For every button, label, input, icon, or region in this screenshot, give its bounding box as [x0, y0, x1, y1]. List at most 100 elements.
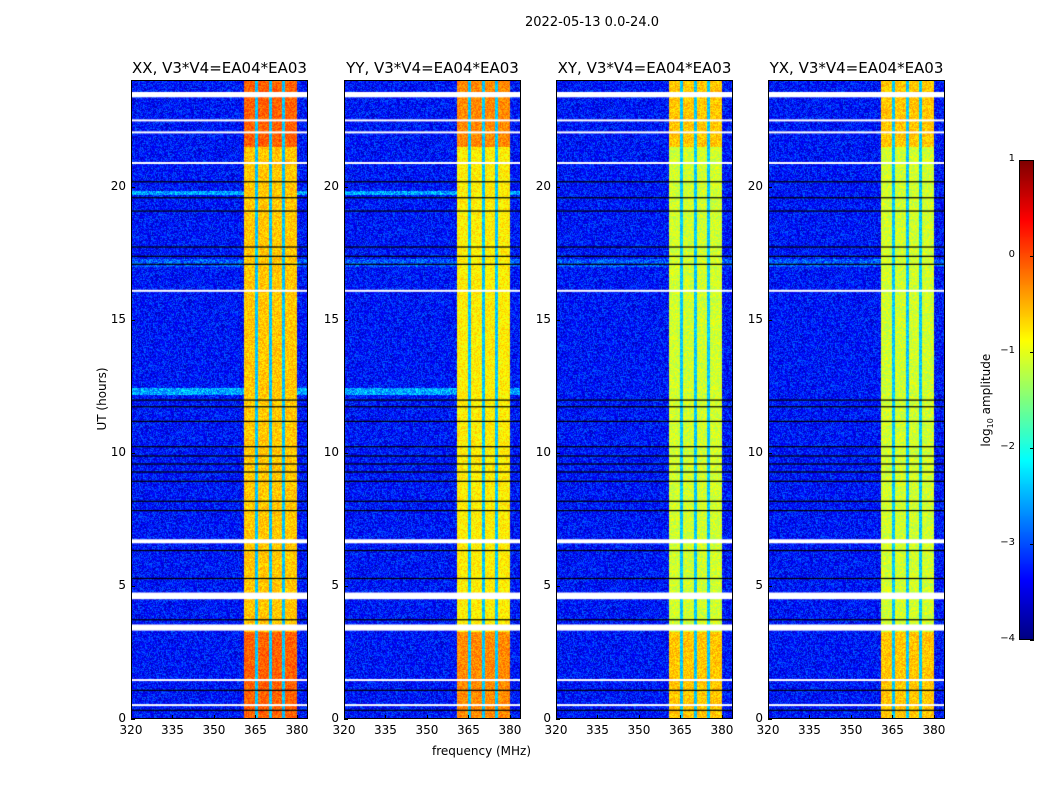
y-tick-label: 15	[110, 311, 126, 326]
y-tick-mark	[131, 452, 135, 454]
colorbar-tick-mark	[1030, 256, 1034, 257]
x-tick-label: 335	[161, 723, 184, 737]
y-tick-label: 10	[747, 444, 763, 459]
x-tick-label: 320	[756, 723, 780, 737]
y-tick-mark	[556, 585, 560, 587]
y-axis-label: UT (hours)	[95, 367, 109, 431]
panel-title: YX, V3*V4=EA04*EA03	[769, 59, 944, 77]
x-tick-mark	[296, 715, 298, 719]
x-tick-mark	[597, 715, 599, 719]
y-tick-label: 0	[118, 711, 126, 725]
x-tick-mark	[850, 715, 852, 719]
y-tick-mark	[768, 719, 772, 720]
x-tick-mark	[680, 715, 682, 719]
x-tick-mark	[213, 715, 215, 719]
x-tick-label: 320	[332, 723, 356, 737]
x-tick-mark	[768, 715, 769, 719]
x-tick-mark	[385, 715, 387, 719]
x-tick-label: 350	[839, 723, 863, 737]
y-tick-mark	[768, 319, 772, 321]
colorbar-label: log10 amplitude	[978, 353, 996, 447]
x-tick-label: 320	[119, 723, 143, 737]
colorbar-tick-mark	[1030, 160, 1034, 161]
y-tick-mark	[768, 585, 772, 587]
x-tick-label: 365	[669, 723, 692, 737]
heatmap-1	[344, 80, 521, 719]
x-tick-mark	[344, 715, 345, 719]
y-tick-label: 20	[535, 178, 551, 193]
x-tick-label: 335	[374, 723, 397, 737]
x-axis-label: frequency (MHz)	[432, 744, 532, 758]
x-tick-mark	[556, 715, 557, 719]
x-tick-label: 380	[498, 723, 522, 737]
colorbar-gradient	[1019, 160, 1034, 640]
y-tick-label: 10	[323, 444, 339, 459]
x-tick-label: 365	[457, 723, 480, 737]
colorbar-tick-label: −1	[1000, 345, 1015, 356]
y-tick-label: 20	[110, 178, 126, 193]
panel-title: XX, V3*V4=EA04*EA03	[132, 59, 307, 77]
panel-title: XY, V3*V4=EA04*EA03	[557, 59, 732, 77]
x-tick-label: 350	[202, 723, 226, 737]
y-tick-label: 15	[747, 311, 763, 326]
y-tick-mark	[556, 186, 560, 188]
y-tick-label: 20	[323, 178, 339, 193]
x-tick-label: 365	[881, 723, 904, 737]
y-tick-label: 10	[110, 444, 126, 459]
y-tick-mark	[131, 585, 135, 587]
y-tick-label: 5	[543, 577, 551, 592]
x-tick-label: 365	[244, 723, 267, 737]
panel-title: YY, V3*V4=EA04*EA03	[346, 59, 519, 77]
colorbar-tick-label: −3	[1000, 537, 1015, 548]
y-tick-mark	[768, 452, 772, 454]
x-tick-label: 380	[922, 723, 946, 737]
x-tick-label: 350	[415, 723, 439, 737]
y-tick-label: 0	[543, 711, 551, 725]
x-tick-mark	[809, 715, 811, 719]
heatmap-3	[768, 80, 945, 719]
x-tick-label: 380	[710, 723, 734, 737]
x-tick-mark	[638, 715, 640, 719]
y-tick-label: 0	[755, 711, 763, 725]
x-tick-label: 350	[627, 723, 651, 737]
x-tick-mark	[468, 715, 470, 719]
colorbar-tick-label: 1	[1008, 153, 1015, 164]
colorbar-tick-label: −4	[1000, 633, 1015, 644]
colorbar-tick-mark	[1030, 640, 1034, 641]
x-tick-mark	[172, 715, 174, 719]
y-tick-mark	[131, 719, 135, 720]
y-tick-mark	[344, 585, 348, 587]
x-tick-mark	[933, 715, 935, 719]
y-tick-label: 15	[535, 311, 551, 326]
y-tick-mark	[556, 452, 560, 454]
colorbar-tick-label: 0	[1008, 249, 1015, 260]
x-tick-mark	[892, 715, 894, 719]
y-tick-label: 5	[755, 577, 763, 592]
y-tick-mark	[344, 319, 348, 321]
colorbar-tick-mark	[1030, 352, 1034, 353]
y-tick-mark	[131, 186, 135, 188]
y-tick-label: 10	[535, 444, 551, 459]
x-tick-label: 335	[586, 723, 609, 737]
x-tick-label: 380	[285, 723, 309, 737]
colorbar-tick-mark	[1030, 544, 1034, 545]
y-tick-label: 5	[331, 577, 339, 592]
y-tick-label: 0	[331, 711, 339, 725]
y-tick-label: 15	[323, 311, 339, 326]
y-tick-label: 5	[118, 577, 126, 592]
y-tick-mark	[131, 319, 135, 321]
colorbar-tick-mark	[1030, 448, 1034, 449]
heatmap-0	[131, 80, 308, 719]
x-tick-mark	[721, 715, 723, 719]
x-tick-label: 320	[544, 723, 568, 737]
y-tick-mark	[556, 319, 560, 321]
x-tick-mark	[131, 715, 132, 719]
x-tick-mark	[426, 715, 428, 719]
y-tick-mark	[768, 186, 772, 188]
colorbar-tick-label: −2	[1000, 441, 1015, 452]
y-tick-label: 20	[747, 178, 763, 193]
suptitle: 2022-05-13 0.0-24.0	[525, 15, 659, 30]
x-tick-label: 335	[798, 723, 821, 737]
y-tick-mark	[556, 719, 560, 720]
